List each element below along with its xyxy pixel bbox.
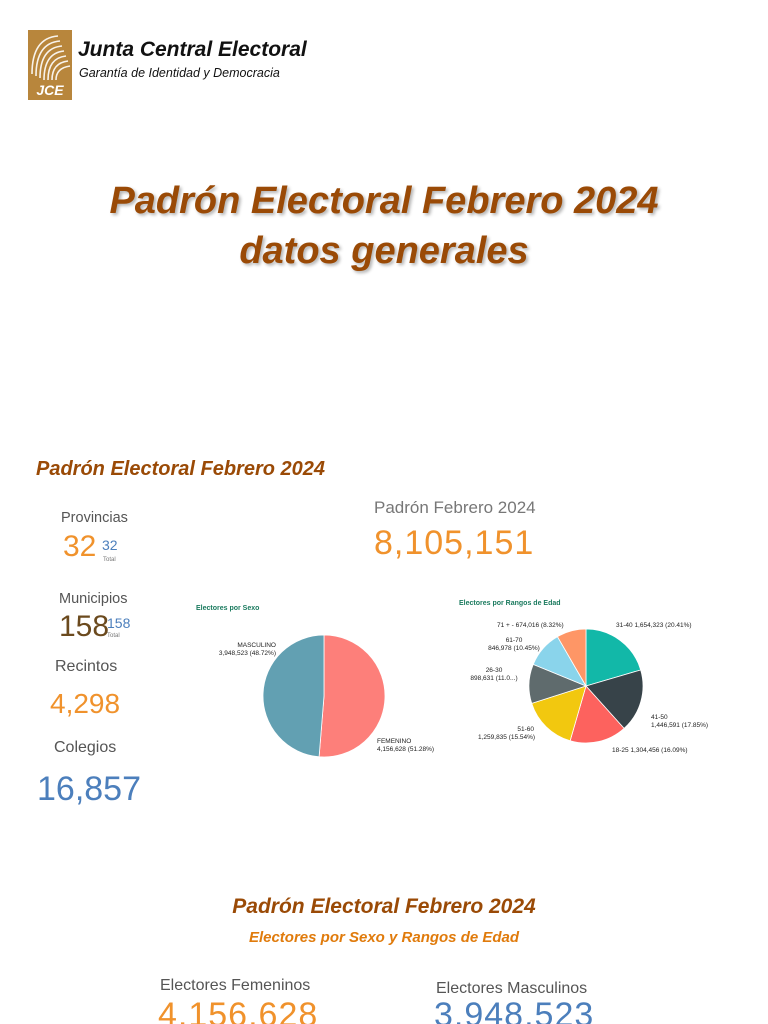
section2-title: Padrón Electoral Febrero 2024 — [232, 895, 536, 918]
femeninos-value: 4,156,628 — [158, 996, 319, 1024]
sex-pie-chart — [262, 634, 386, 758]
municipios-sub-value: 158 — [107, 615, 131, 631]
age-label-31-40: 31-40 1,654,323 (20.41%) — [616, 622, 692, 630]
age-cat-51-60: 51-60 — [517, 726, 534, 733]
padron-total-value: 8,105,151 — [374, 524, 535, 562]
colegios-value: 16,857 — [37, 770, 141, 808]
age-val-61-70: 846,978 (10.45%) — [488, 645, 540, 652]
provincias-label: Provincias — [61, 510, 128, 526]
jce-logo: JCE — [28, 30, 72, 100]
age-slice-51-60 — [531, 685, 587, 742]
municipios-label: Municipios — [59, 591, 128, 607]
org-tagline: Garantía de Identidad y Democracia — [79, 66, 280, 80]
sex-chart-title: Electores por Sexo — [196, 605, 260, 612]
page-title: Padrón Electoral Febrero 2024 datos gene… — [0, 176, 768, 276]
provincias-total-label: Total — [103, 557, 116, 563]
femenino-value: 4,156,628 (51.28%) — [377, 746, 435, 753]
org-name: Junta Central Electoral — [78, 38, 307, 61]
age-label-61-70: 61-70 846,978 (10.45%) — [484, 637, 544, 653]
padron-total-label: Padrón Febrero 2024 — [374, 498, 536, 517]
sex-slice-femenino — [318, 634, 386, 758]
age-cat-41-50: 41-50 — [651, 714, 668, 721]
age-label-26-30: 26-30 898,631 (11.0...) — [466, 667, 522, 683]
age-label-18-25: 18-25 1,304,456 (16.09%) — [612, 747, 688, 755]
colegios-label: Colegios — [54, 739, 117, 756]
page-title-line2: datos generales — [239, 230, 529, 272]
section2-subtitle: Electores por Sexo y Rangos de Edad — [248, 929, 520, 946]
age-label-41-50: 41-50 1,446,591 (17.85%) — [651, 714, 708, 730]
age-cat-26-30: 26-30 — [485, 667, 503, 674]
age-cat-61-70: 61-70 — [505, 637, 523, 644]
municipios-value: 158 — [59, 610, 110, 643]
age-label-51-60: 51-60 1,259,835 (15.54%) — [478, 726, 536, 742]
sex-pie-label-masculino: MASCULINO 3,948,523 (48.72%) — [210, 642, 276, 658]
fingerprint-icon — [31, 35, 71, 81]
femenino-category: FEMENINO — [377, 738, 412, 745]
age-label-71: 71 + - 674,016 (8.32%) — [497, 622, 564, 629]
recintos-label: Recintos — [55, 658, 118, 675]
age-slice-31-40 — [585, 628, 642, 687]
age-cat-71: 71 + — [497, 622, 510, 629]
logo-text: JCE — [36, 82, 64, 98]
age-val-26-30: 898,631 (11.0...) — [470, 675, 518, 682]
page-title-line1: Padrón Electoral Febrero 2024 — [109, 180, 659, 222]
age-val-41-50: 1,446,591 (17.85%) — [651, 722, 709, 729]
age-val-31-40: 1,654,323 (20.41%) — [634, 622, 692, 629]
recintos-value: 4,298 — [50, 688, 121, 719]
municipios-total-label: Total — [107, 633, 120, 639]
age-val-18-25: 1,304,456 (16.09%) — [630, 747, 688, 754]
masculino-category: MASCULINO — [237, 642, 276, 649]
masculino-value: 3,948,523 (48.72%) — [218, 650, 276, 657]
sex-pie-label-femenino: FEMENINO 4,156,628 (51.28%) — [377, 738, 434, 754]
age-slice-41-50 — [585, 669, 644, 729]
masculinos-value: 3,948,523 — [434, 996, 595, 1024]
age-val-51-60: 1,259,835 (15.54%) — [478, 734, 536, 741]
age-val-71: 674,016 (8.32%) — [515, 622, 564, 629]
provincias-value: 32 — [63, 530, 97, 563]
femeninos-label: Electores Femeninos — [160, 977, 311, 994]
age-slice-71 — [556, 628, 587, 688]
masculinos-label: Electores Masculinos — [436, 980, 588, 997]
age-chart-title: Electores por Rangos de Edad — [459, 600, 561, 607]
age-cat-18-25: 18-25 — [612, 747, 629, 754]
sex-slice-masculino — [262, 634, 325, 758]
section-title: Padrón Electoral Febrero 2024 — [36, 458, 326, 480]
age-cat-31-40: 31-40 — [616, 622, 633, 629]
provincias-sub-value: 32 — [102, 537, 118, 553]
age-slice-18-25 — [569, 685, 625, 744]
age-pie-chart — [528, 628, 644, 744]
